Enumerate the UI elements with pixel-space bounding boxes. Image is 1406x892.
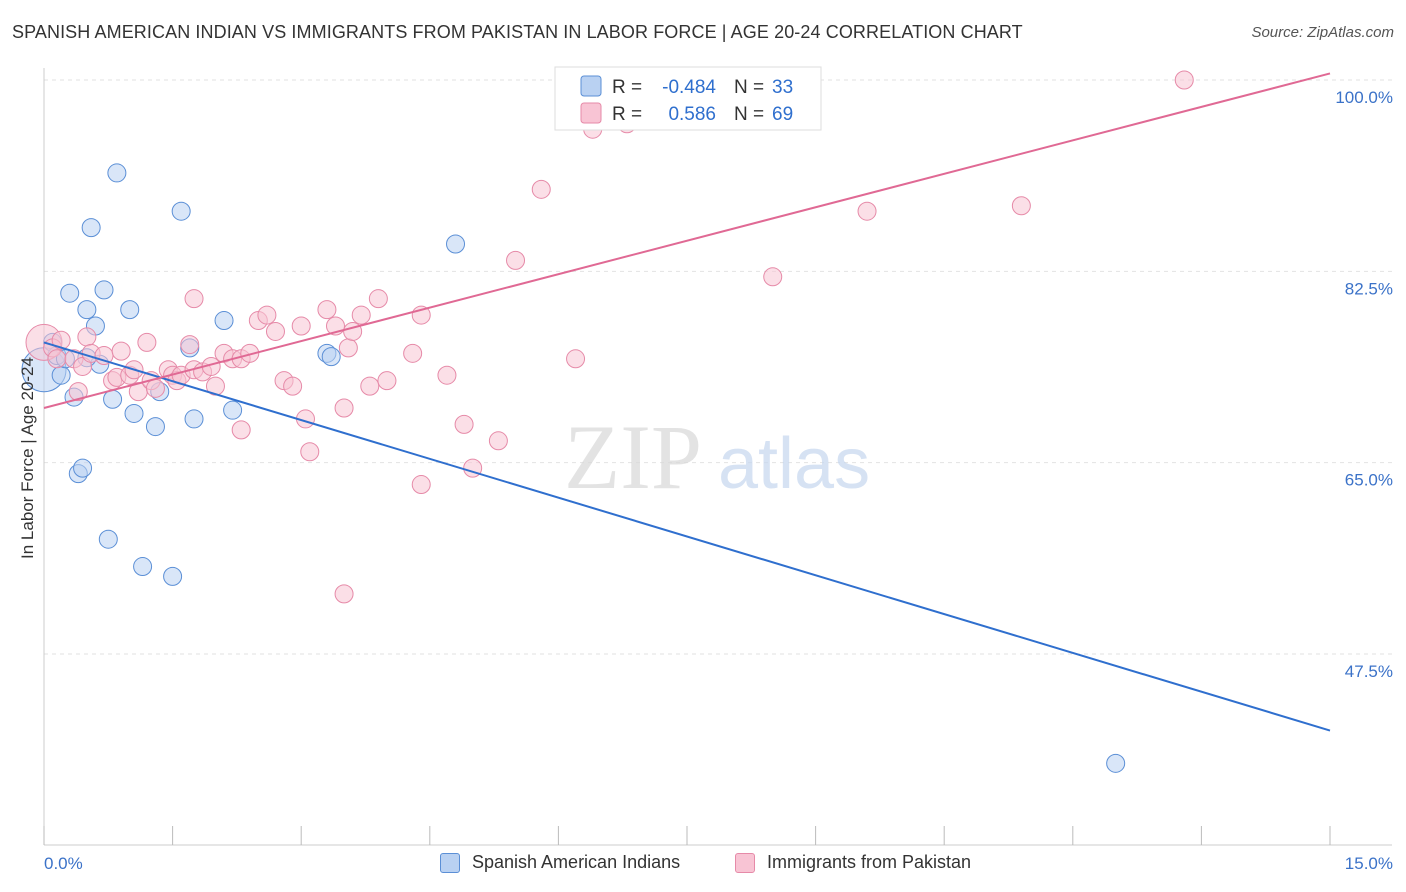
point-s0-25 [214,311,234,331]
legend-item-immigrants-from-pakistan[interactable]: Immigrants from Pakistan [735,852,971,873]
point-s1-50 [437,365,457,385]
point-s0-24 [184,409,204,429]
watermark-atlas: atlas [718,424,870,504]
point-s1-46 [368,289,388,309]
point-s1-65 [231,420,251,440]
point-s0-15 [107,163,127,183]
point-s1-67 [334,584,354,604]
trend-line-0 [43,341,1331,732]
series-legend: Spanish American Indians Immigrants from… [0,850,1406,880]
y-tick-label-0: 47.5% [1345,662,1393,681]
trend-lines [43,72,1331,732]
point-s0-4 [60,283,80,303]
point-s1-30 [240,343,260,363]
x-tick-label-1: 15.0% [1345,854,1393,873]
y-tick-labels: 47.5% 65.0% 82.5% 100.0% [1335,88,1393,681]
point-s0-14 [103,389,123,409]
y-tick-label-1: 65.0% [1345,471,1393,490]
legend-item-spanish-american-indians[interactable]: Spanish American Indians [440,852,680,873]
point-s1-63 [1174,70,1194,90]
legend-r-label-1: R = [612,77,642,98]
point-s0-18 [133,557,153,577]
point-s0-8 [77,300,97,320]
point-s1-35 [283,376,303,396]
point-s1-68 [184,289,204,309]
legend-swatch-blue [580,75,602,97]
y-axis-label: In Labor Force | Age 20-24 [18,357,37,559]
point-s0-19 [145,417,165,437]
legend-n-value-2: 69 [772,104,793,125]
point-s1-55 [531,179,551,199]
watermark: ZIP atlas [564,406,870,508]
watermark-zip: ZIP [564,406,702,508]
point-s1-2 [47,349,67,369]
point-s0-17 [124,403,144,423]
point-s0-28 [321,347,341,367]
chart-title: SPANISH AMERICAN INDIAN VS IMMIGRANTS FR… [12,22,1023,42]
point-s0-21 [163,566,183,586]
point-s1-54 [506,250,526,270]
axes [43,68,1392,846]
legend-label-spanish-american-indians: Spanish American Indians [472,852,681,872]
point-s0-29 [446,234,466,254]
point-s0-12 [94,280,114,300]
legend-label-immigrants-from-pakistan: Immigrants from Pakistan [767,852,972,872]
point-s1-22 [180,335,200,355]
legend-swatch-pink [580,102,602,124]
legend-box: R = -0.484 N = 33 R = 0.586 N = 69 [554,66,822,131]
legend-n-label-1: N = [734,77,764,98]
legend-n-value-1: 33 [772,77,793,98]
point-s1-41 [334,398,354,418]
point-s1-39 [317,300,337,320]
point-s1-38 [300,442,320,462]
point-s0-16 [120,300,140,320]
point-s1-42 [338,338,358,358]
point-s0-26 [223,400,243,420]
point-s1-48 [403,343,423,363]
point-s1-51 [454,414,474,434]
chart-source: Source: ZipAtlas.com [1251,24,1394,41]
point-s1-47 [377,371,397,391]
point-s1-61 [857,201,877,221]
point-s1-66 [137,332,157,352]
point-s0-7 [73,458,93,478]
point-s1-49 [411,475,431,495]
point-s1-60 [763,267,783,287]
x-tick-labels: 0.0% 15.0% [44,854,1393,873]
point-s0-9 [81,218,101,238]
x-tick-label-0: 0.0% [44,854,83,873]
y-tick-label-3: 100.0% [1335,88,1393,107]
legend-swatch-immigrants-from-pakistan [735,852,755,873]
legend-r-value-2: 0.586 [668,104,716,125]
legend-r-value-1: -0.484 [662,77,716,98]
point-s1-53 [488,431,508,451]
legend-r-label-2: R = [612,104,642,125]
point-s1-62 [1011,196,1031,216]
point-s1-12 [111,341,131,361]
legend-n-label-2: N = [734,104,764,125]
legend-swatch-spanish-american-indians [440,852,460,873]
trend-line-1 [43,72,1331,409]
point-s0-3 [51,365,71,385]
point-s1-36 [291,316,311,336]
point-s1-6 [73,356,93,376]
point-s1-44 [351,305,371,325]
point-s1-3 [51,330,71,350]
grid-lines [44,79,1392,655]
point-s1-45 [360,376,380,396]
point-s0-22 [171,201,191,221]
point-s1-7 [77,327,97,347]
point-s1-56 [566,349,586,369]
point-s0-13 [98,529,118,549]
point-s1-33 [265,321,285,341]
point-s1-17 [145,378,165,398]
point-s1-5 [68,382,88,402]
point-s1-32 [257,305,277,325]
y-tick-label-2: 82.5% [1345,279,1393,298]
point-s0-30 [1106,753,1126,773]
